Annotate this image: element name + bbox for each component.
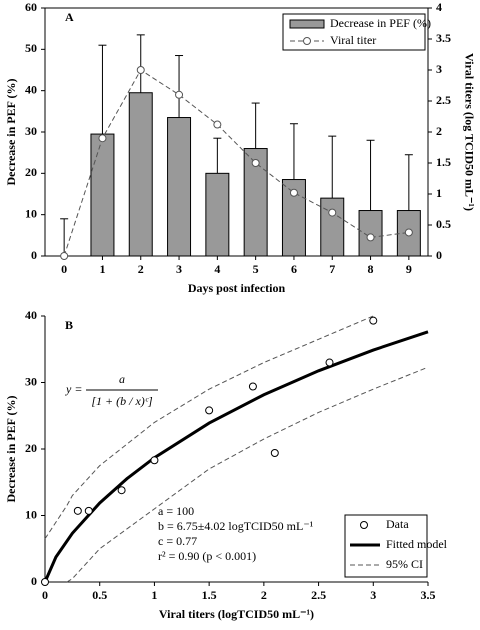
y-tick-label: 10 <box>25 206 37 220</box>
annotation: r² = 0.90 (p < 0.001) <box>158 549 256 563</box>
titer-point <box>366 233 375 242</box>
data-point <box>73 506 82 515</box>
bar <box>167 117 192 257</box>
x-tick-label: 8 <box>368 262 374 276</box>
data-point <box>270 448 279 457</box>
legend-marker <box>360 521 368 529</box>
y2-axis-title: Viral titers (log TCID50 mL⁻¹) <box>462 53 476 211</box>
data-point <box>369 316 378 325</box>
y-tick-label: 10 <box>25 507 37 521</box>
titer-point <box>289 188 298 197</box>
y2-tick-label: 1.5 <box>436 155 451 169</box>
y-tick-label: 0 <box>31 248 37 262</box>
x-axis-title: Viral titers (logTCID50 mL⁻¹) <box>159 607 314 621</box>
legend-marker <box>303 37 311 45</box>
y-axis-title: Decrease in PEF (%) <box>4 396 18 503</box>
x-tick-label: 9 <box>406 262 412 276</box>
data-point <box>205 406 214 415</box>
y2-tick-label: 0 <box>436 248 442 262</box>
y-tick-label: 40 <box>25 82 37 96</box>
legend-label: Data <box>386 517 409 531</box>
y-tick-label: 40 <box>25 308 37 322</box>
y-tick-label: 20 <box>25 165 37 179</box>
bar <box>358 210 383 257</box>
titer-point <box>404 228 413 237</box>
titer-line <box>63 69 409 257</box>
data-point <box>325 358 334 367</box>
x-tick-label: 4 <box>214 262 220 276</box>
y2-tick-label: 4 <box>436 0 442 14</box>
annotation: b = 6.75±4.02 logTCID50 mL⁻¹ <box>158 519 314 533</box>
x-tick-label: 0.5 <box>92 588 107 602</box>
y-tick-label: 60 <box>25 0 37 14</box>
data-point <box>248 382 257 391</box>
legend-swatch <box>289 19 325 29</box>
titer-point <box>175 90 184 99</box>
legend-label: Decrease in PEF (%) <box>330 16 431 30</box>
titer-point <box>213 120 222 129</box>
data-point <box>41 578 49 586</box>
y2-tick-label: 0.5 <box>436 217 451 231</box>
x-tick-label: 5 <box>253 262 259 276</box>
x-tick-label: 1.5 <box>202 588 217 602</box>
x-tick-label: 2 <box>261 588 267 602</box>
y2-tick-label: 2.5 <box>436 93 451 107</box>
equation: y = <box>65 382 82 396</box>
legend-label: Fitted model <box>386 537 448 551</box>
equation: a <box>119 372 125 386</box>
bar <box>128 92 153 257</box>
data-point <box>84 506 93 515</box>
x-tick-label: 7 <box>329 262 335 276</box>
bar <box>205 172 230 257</box>
data-point <box>150 456 159 465</box>
legend-label: Viral titer <box>330 33 376 47</box>
x-axis-title: Days post infection <box>188 281 286 295</box>
equation: [1 + (b / x)ᶜ] <box>91 394 153 408</box>
y2-tick-label: 1 <box>436 186 442 200</box>
y2-tick-label: 2 <box>436 124 442 138</box>
y-tick-label: 30 <box>25 374 37 388</box>
titer-point <box>328 208 337 217</box>
x-tick-label: 0 <box>42 588 48 602</box>
ci-upper <box>44 315 374 540</box>
bar <box>90 133 115 257</box>
titer-point <box>136 66 145 74</box>
x-tick-label: 2.5 <box>311 588 326 602</box>
data-point <box>117 486 126 495</box>
annotation: c = 0.77 <box>158 534 197 548</box>
x-tick-label: 1 <box>151 588 157 602</box>
x-tick-label: 3.5 <box>421 588 436 602</box>
y-tick-label: 20 <box>25 441 37 455</box>
x-tick-label: 3 <box>370 588 376 602</box>
x-tick-label: 0 <box>61 262 67 276</box>
panel-label: B <box>65 318 73 332</box>
x-tick-label: 2 <box>138 262 144 276</box>
y-tick-label: 0 <box>31 574 37 588</box>
y-tick-label: 30 <box>25 124 37 138</box>
y-axis-title: Decrease in PEF (%) <box>4 79 18 186</box>
y2-tick-label: 3 <box>436 62 442 76</box>
bar <box>243 148 268 257</box>
panel-label: A <box>65 10 74 24</box>
legend-label: 95% CI <box>386 557 423 571</box>
y2-tick-label: 3.5 <box>436 31 451 45</box>
titer-point <box>60 252 69 260</box>
titer-point <box>251 159 260 167</box>
bar <box>320 197 345 257</box>
annotation: a = 100 <box>158 504 194 518</box>
titer-point <box>98 134 107 143</box>
x-tick-label: 3 <box>176 262 182 276</box>
y-tick-label: 50 <box>25 41 37 55</box>
x-tick-label: 1 <box>99 262 105 276</box>
x-tick-label: 6 <box>291 262 297 276</box>
ci-lower <box>66 366 429 583</box>
bar <box>281 179 306 257</box>
